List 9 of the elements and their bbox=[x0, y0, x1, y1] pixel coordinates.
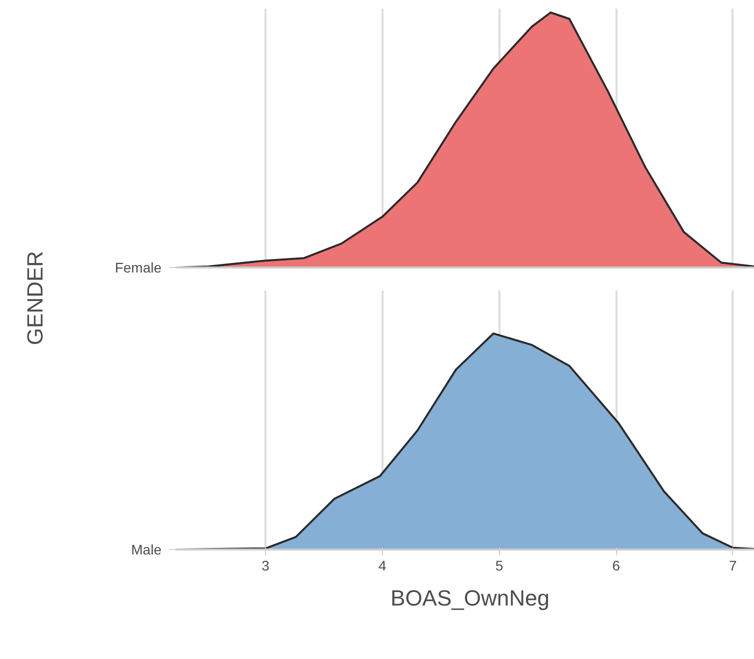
x-tick-label: 3 bbox=[262, 558, 270, 574]
series-label: Male bbox=[131, 542, 162, 558]
x-tick-label: 6 bbox=[612, 558, 620, 574]
series-label: Female bbox=[114, 260, 162, 276]
x-axis-title: BOAS_OwnNeg bbox=[390, 586, 550, 610]
x-tick-label: 4 bbox=[378, 558, 386, 574]
x-tick-label: 7 bbox=[729, 558, 738, 574]
x-tick-label: 5 bbox=[495, 558, 504, 574]
y-axis-title: GENDER bbox=[21, 250, 48, 346]
